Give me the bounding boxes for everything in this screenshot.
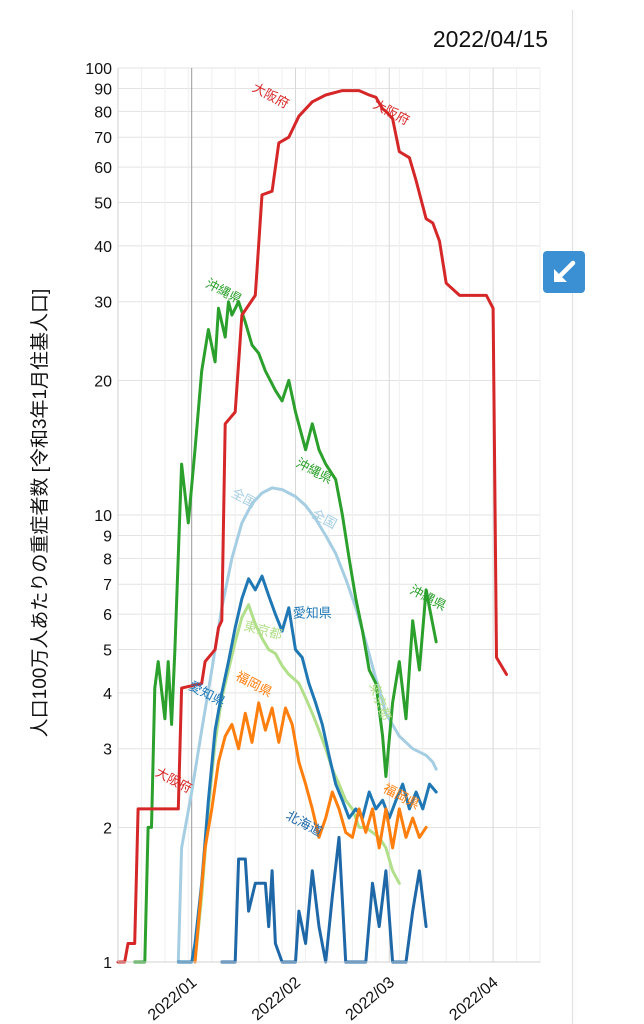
y-tick-label: 8 — [103, 551, 112, 568]
y-tick-label: 10 — [94, 508, 112, 525]
series-label: 大阪府 — [250, 80, 291, 112]
series-label: 北海道 — [284, 808, 325, 840]
y-tick-label: 2 — [103, 820, 112, 837]
y-axis-label: 人口100万人あたりの重症者数 [令和3年1月住基人口] — [29, 289, 51, 738]
series-label-layer: 大阪府大阪府大阪府沖縄県沖縄県沖縄県全国全国愛知県愛知県東京都東京都福岡県福岡県… — [153, 80, 449, 839]
series-label: 福岡県 — [233, 668, 274, 700]
y-tick-label: 30 — [94, 295, 112, 312]
series-line-北海道 — [220, 835, 428, 964]
y-tick-label: 9 — [103, 528, 112, 545]
y-tick-label: 3 — [103, 742, 112, 759]
page-edge — [572, 10, 573, 1024]
y-tick-label: 5 — [103, 643, 112, 660]
y-tick-label: 7 — [103, 577, 112, 594]
y-tick-label: 40 — [94, 239, 112, 256]
y-tick-label: 100 — [85, 61, 112, 78]
x-tick-label: 2022/02 — [249, 974, 304, 1024]
y-tick-label: 90 — [94, 81, 112, 98]
y-tick-label: 60 — [94, 160, 112, 177]
arrow-down-left-icon — [554, 260, 576, 282]
x-tick-label: 2022/03 — [343, 974, 398, 1024]
y-tick-label: 20 — [94, 373, 112, 390]
y-tick-label: 4 — [103, 686, 112, 703]
series-label: 全国 — [309, 506, 339, 531]
y-tick-label: 1 — [103, 955, 112, 972]
y-tick-label: 50 — [94, 196, 112, 213]
series-line-福岡県 — [193, 701, 428, 964]
series-label: 大阪府 — [371, 96, 412, 128]
x-tick-label: 2022/04 — [446, 974, 501, 1024]
series-line-沖縄県 — [133, 300, 438, 964]
y-tick-label: 70 — [94, 130, 112, 147]
y-tick-label: 6 — [103, 607, 112, 624]
series-line-大阪府 — [116, 89, 508, 964]
date-label: 2022/04/15 — [432, 26, 548, 52]
series-line-愛知県 — [176, 574, 438, 964]
series-label: 沖縄県 — [203, 276, 244, 308]
series-layer — [116, 89, 508, 964]
y-tick-label: 80 — [94, 104, 112, 121]
series-label: 愛知県 — [293, 605, 332, 620]
series-label: 全国 — [229, 485, 259, 510]
x-tick-label: 2022/01 — [145, 974, 200, 1024]
expand-button[interactable] — [543, 251, 585, 293]
